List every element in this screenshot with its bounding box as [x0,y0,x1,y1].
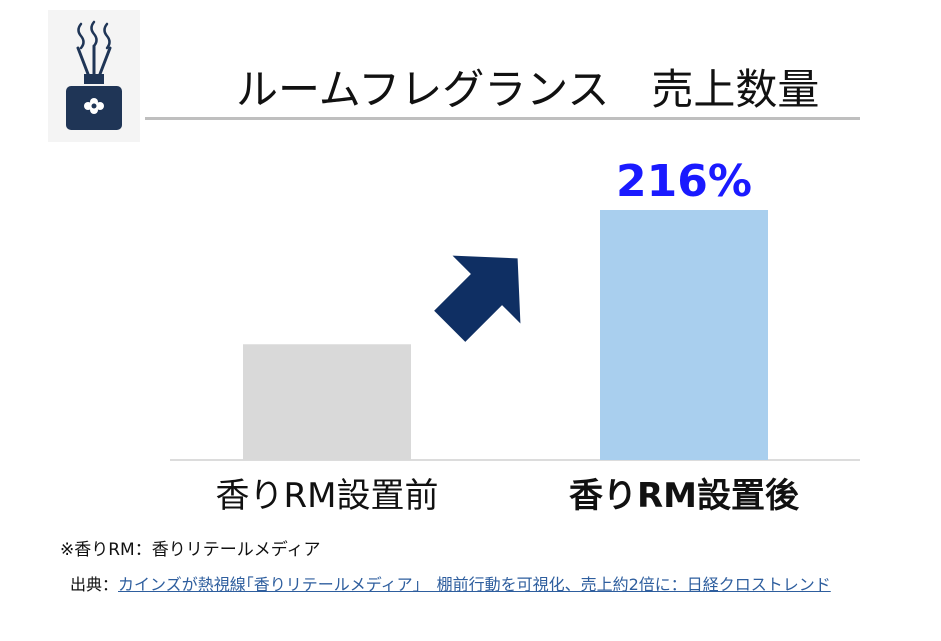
increase-arrow-icon [434,255,521,342]
category-label-after: 香りRM設置後 [568,476,800,516]
title-divider [145,117,860,120]
reed-diffuser-icon-box [48,10,140,142]
source-link[interactable]: カインズが熱視線｢香りリテールメディア｣ 棚前行動を可視化、売上約2倍に：日経ク… [118,575,831,594]
footnote: ※香りRM：香りリテールメディア [60,540,321,560]
source-line: 出典：カインズが熱視線｢香りリテールメディア｣ 棚前行動を可視化、売上約2倍に：… [70,571,831,595]
bar-1 [600,210,768,460]
data-label-1: 216% [616,156,752,207]
source-prefix: 出典： [70,575,119,594]
bar-0 [243,344,411,460]
reed-diffuser-icon [66,20,122,130]
page-title: ルームフレグランス 売上数量 [236,65,820,114]
category-label-before: 香りRM設置前 [215,476,439,516]
